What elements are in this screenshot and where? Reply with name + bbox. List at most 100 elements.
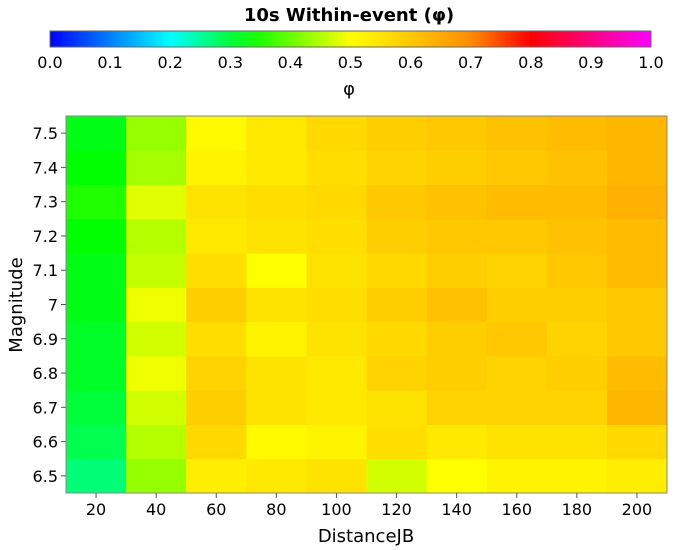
x-tick-label: 120 <box>381 500 412 519</box>
heatmap-cell <box>246 218 307 254</box>
heatmap-cell <box>606 287 668 323</box>
heatmap-cell <box>306 321 367 357</box>
heatmap-cell <box>306 390 367 425</box>
heatmap-cell <box>366 150 428 186</box>
heatmap-cell <box>186 458 247 494</box>
heatmap-cell <box>186 150 247 186</box>
x-axis: 20 40 60 80 100 120 140 160 180 200 <box>86 493 652 519</box>
x-tick-label: 20 <box>86 500 106 519</box>
colorbar-tick-label: 0.7 <box>458 53 483 72</box>
colorbar-gradient <box>49 30 652 48</box>
y-tick-label: 6.6 <box>33 433 58 452</box>
heatmap-cell <box>66 150 127 186</box>
x-tick-label: 60 <box>206 500 226 519</box>
heatmap-cell <box>366 287 428 323</box>
colorbar-tick-label: 0.0 <box>37 53 62 72</box>
heatmap-cell <box>426 116 488 151</box>
heatmap-cell <box>126 184 187 220</box>
y-tick-label: 7.3 <box>33 193 58 212</box>
colorbar-tick-label: 1.0 <box>638 53 663 72</box>
heatmap-cell <box>486 287 548 323</box>
heatmap-cell <box>606 458 668 494</box>
heatmap-cell <box>546 116 608 151</box>
heatmap-cell <box>426 355 488 391</box>
heatmap-cell <box>246 321 307 357</box>
heatmap-cell <box>306 424 367 460</box>
heatmap-cell <box>606 184 668 220</box>
colorbar-tick-label: 0.3 <box>218 53 243 72</box>
heatmap-cell <box>306 116 367 151</box>
y-axis-label: Magnitude <box>6 257 27 352</box>
heatmap-cell <box>66 355 127 391</box>
x-tick-label: 160 <box>501 500 532 519</box>
heatmap-cell <box>186 390 247 425</box>
heatmap-cell <box>486 150 548 186</box>
heatmap-cell <box>186 116 247 151</box>
colorbar-tick-label: 0.1 <box>97 53 122 72</box>
heatmap-cell <box>546 458 608 494</box>
heatmap-cell <box>126 116 187 151</box>
heatmap-cell <box>126 287 187 323</box>
heatmap-cell <box>186 218 247 254</box>
heatmap-cell <box>426 184 488 220</box>
x-tick-label: 40 <box>146 500 166 519</box>
heatmap-cell <box>186 355 247 391</box>
heatmap-cell <box>66 287 127 323</box>
heatmap-cell <box>426 390 488 425</box>
heatmap-cell <box>606 253 668 288</box>
y-tick-label: 7 <box>48 296 58 315</box>
heatmap-cell <box>306 218 367 254</box>
heatmap-cell <box>306 355 367 391</box>
heatmap-cell <box>486 458 548 494</box>
heatmap-cell <box>186 287 247 323</box>
heatmap-cell <box>306 287 367 323</box>
heatmap-cell <box>366 321 428 357</box>
heatmap-cell <box>486 116 548 151</box>
heatmap-cell <box>546 424 608 460</box>
heatmap-cell <box>606 390 668 425</box>
heatmap-cell <box>606 116 668 151</box>
x-axis-label: DistanceJB <box>318 526 414 547</box>
heatmap-cell <box>306 458 367 494</box>
y-tick-label: 7.2 <box>33 227 58 246</box>
heatmap-cell <box>246 355 307 391</box>
y-tick-label: 6.9 <box>33 330 58 349</box>
heatmap-cell <box>366 458 428 494</box>
colorbar-label: φ <box>343 79 355 100</box>
x-tick-label: 80 <box>266 500 286 519</box>
heatmap-cell <box>486 218 548 254</box>
y-tick-label: 6.7 <box>33 398 58 417</box>
heatmap-cell <box>426 458 488 494</box>
heatmap-cell <box>486 424 548 460</box>
heatmap-cell <box>486 253 548 288</box>
heatmap-cell <box>426 321 488 357</box>
heatmap-cell <box>426 150 488 186</box>
colorbar-tick-label: 0.5 <box>338 53 363 72</box>
heatmap-cell <box>486 390 548 425</box>
heatmap-cell <box>366 184 428 220</box>
heatmap-cells <box>66 116 668 494</box>
heatmap-cell <box>66 390 127 425</box>
heatmap-cell <box>426 424 488 460</box>
heatmap-cell <box>366 116 428 151</box>
heatmap-cell <box>546 253 608 288</box>
heatmap-cell <box>486 321 548 357</box>
x-tick-label: 200 <box>622 500 653 519</box>
heatmap-cell <box>66 424 127 460</box>
heatmap-cell <box>66 458 127 494</box>
heatmap-cell <box>546 184 608 220</box>
chart-title: 10s Within-event (φ) <box>244 5 454 26</box>
heatmap-cell <box>246 253 307 288</box>
heatmap-cell <box>126 218 187 254</box>
heatmap-cell <box>246 390 307 425</box>
heatmap-cell <box>66 218 127 254</box>
y-axis: 6.5 6.6 6.7 6.8 6.9 7 7.1 7.2 7.3 7.4 7.5 <box>33 124 66 486</box>
heatmap-cell <box>246 458 307 494</box>
heatmap-cell <box>66 253 127 288</box>
heatmap-cell <box>246 150 307 186</box>
y-tick-label: 7.5 <box>33 124 58 143</box>
x-tick-label: 180 <box>562 500 593 519</box>
y-tick-label: 7.1 <box>33 261 58 280</box>
heatmap-cell <box>486 184 548 220</box>
